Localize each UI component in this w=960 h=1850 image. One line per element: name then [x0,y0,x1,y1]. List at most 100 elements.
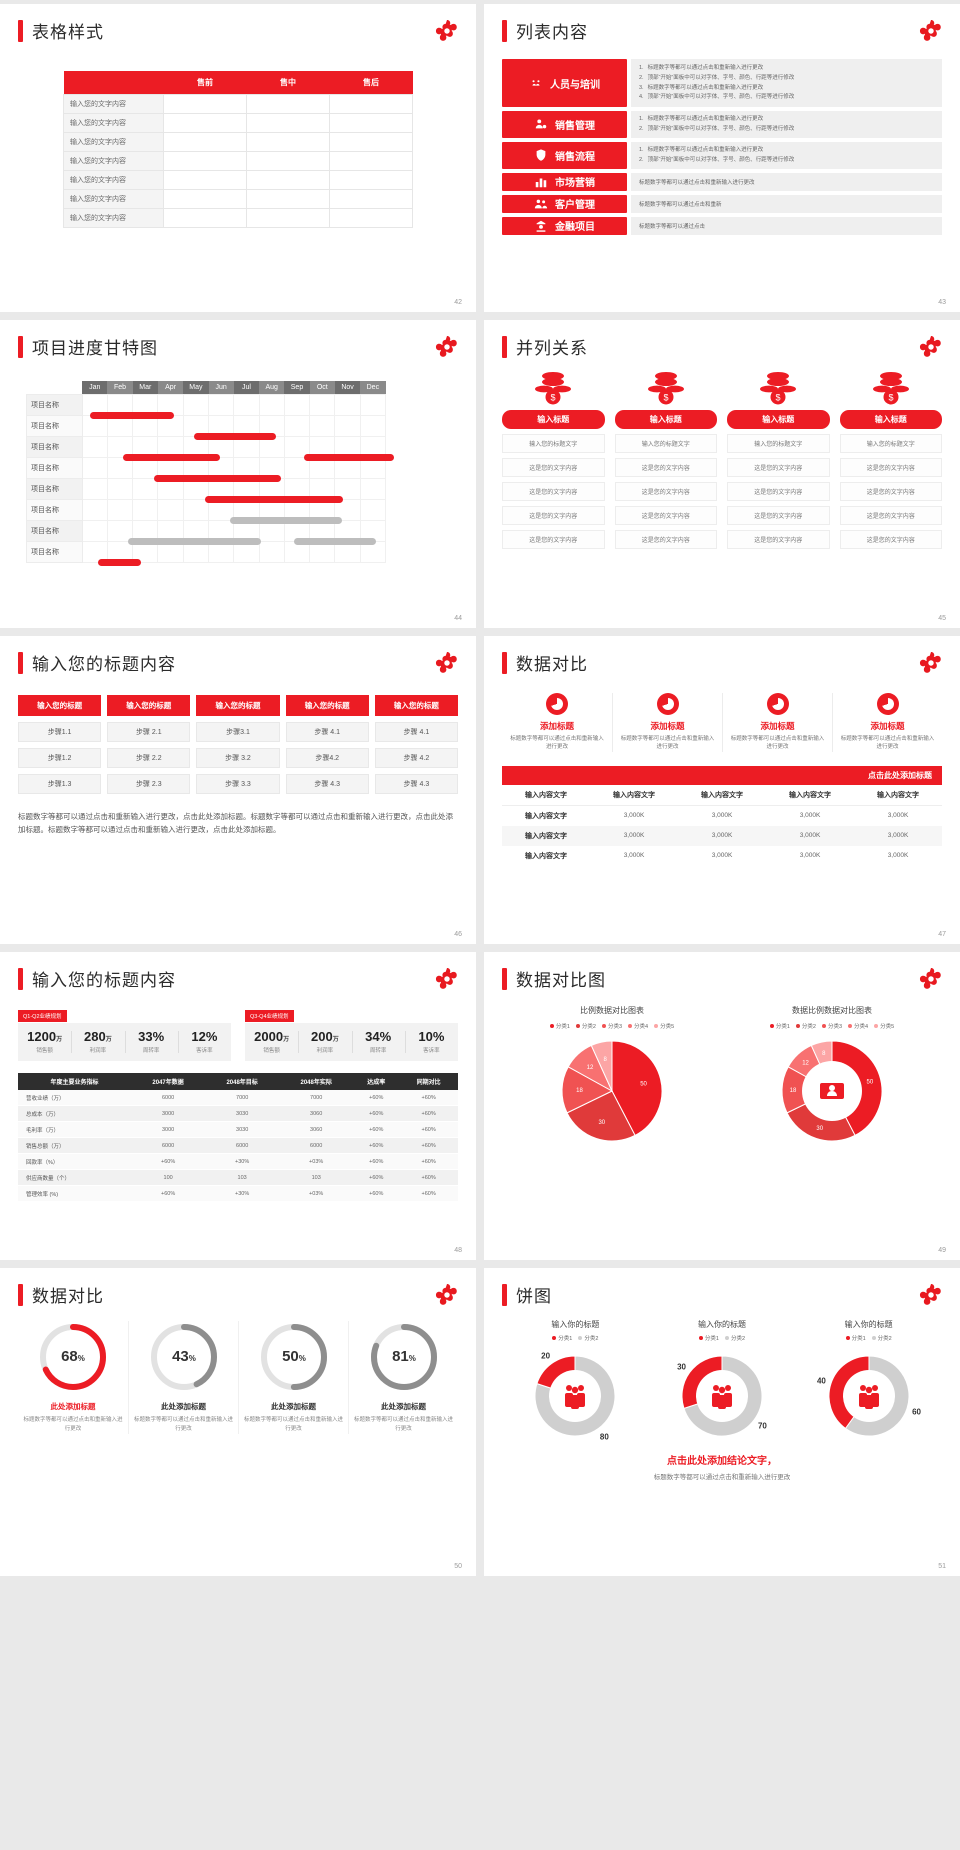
coins-icon: $ [647,372,684,405]
list-item[interactable]: 销售管理 1. 标题数字等都可以通过点击和重新输入进行更改 2. 顶部“开始”面板中可以… [502,111,942,138]
slide-48: 输入您的标题内容 Q1-Q2业绩规划 1200万 销售额 280万 利润率 33% 周转率 1… [0,952,476,1260]
legend-label: 分类4 [634,1024,649,1030]
table-header-cell: 输入内容文字 [502,784,590,806]
cell: 3000 [131,1121,206,1138]
cell: 3,000K [711,812,733,819]
column-title-button[interactable]: 输入标题 [727,410,830,429]
column-title-button[interactable]: 输入标题 [502,410,605,429]
table-header-row: 售前 售中 售后 [63,71,413,95]
column-cell[interactable]: 这是您的文字内容 [614,506,717,525]
step-cell[interactable]: 步骤 4.3 [374,774,458,794]
svg-text:50: 50 [867,1080,874,1086]
column-cell[interactable]: 这是您的文字内容 [502,506,605,525]
column-cell[interactable]: 这是您的文字内容 [614,458,717,477]
gantt-cell [106,520,134,542]
list-item-key[interactable]: 销售流程 [502,141,627,169]
kpi-row: 2000万 销售额 200万 利润率 34% 周转率 10% 客诉率 [245,1023,458,1061]
gantt-month-Feb: Feb [107,381,133,395]
page-number: 51 [938,1563,946,1570]
column-title-button[interactable]: 输入标题 [614,410,717,429]
step-cell[interactable]: 步骤 3.2 [196,748,280,768]
cell [163,189,247,209]
column-cell[interactable]: 这是您的文字内容 [839,506,942,525]
gantt-row: 项目名称 [26,415,387,437]
list-item[interactable]: 市场营销 标题数字等都可以通过点击和重新输入进行更改 [502,172,942,191]
kpi-unit: 万 [105,1037,112,1043]
list-line-number: 3. [639,84,644,91]
step-cell[interactable]: 步骤 2.2 [107,748,191,768]
step-cell[interactable]: 步骤 4.1 [374,722,458,742]
parallel-column: $ 输入标题 输入您的标题文字 这是您的文字内容 这是您的文字内容 这是您的文字内容 这是您… [727,371,830,549]
step-cell[interactable]: 步骤 3.3 [196,774,280,794]
cell: 3,000K [623,812,645,819]
list-item-key[interactable]: 销售管理 [502,111,627,138]
gantt-cell [258,541,285,563]
gantt-cell [132,457,159,479]
step-cell[interactable]: 步骤1.2 [18,748,102,768]
list-item-key[interactable]: 市场营销 [502,172,627,191]
step-cell[interactable]: 步骤 4.3 [285,774,369,794]
kpi-value: 33% [138,1029,165,1044]
column-cell[interactable]: 这是您的文字内容 [727,482,830,501]
step-column-header[interactable]: 输入您的标题 [18,695,102,716]
step-column-header[interactable]: 输入您的标题 [374,695,458,716]
chart-legend: 分类1 分类2 分类3 分类4 分类5 [549,1022,674,1030]
gantt-cell [233,436,260,458]
legend-label: 分类2 [584,1336,599,1342]
list-item[interactable]: 销售流程 1. 标题数字等都可以通过点击和重新输入进行更改 2. 顶部“开始”面板中可以… [502,141,942,169]
cell [329,189,413,209]
row-label: 总成本（万） [18,1105,132,1122]
legend-dot [871,1336,876,1340]
step-cell[interactable]: 步骤4.2 [285,748,369,768]
step-column-header[interactable]: 输入您的标题 [196,695,280,716]
column-cell[interactable]: 这是您的文字内容 [614,482,717,501]
column-title-button[interactable]: 输入标题 [839,410,942,429]
column-cell[interactable]: 输入您的标题文字 [502,434,605,453]
list-item-key[interactable]: 客户管理 [502,194,627,213]
column-cell[interactable]: 这是您的文字内容 [614,530,717,549]
step-cell[interactable]: 步骤 2.3 [107,774,191,794]
table-header-cell: 2048年目标 [205,1073,280,1090]
column-cell[interactable]: 输入您的标题文字 [727,434,830,453]
gantt-cell [309,394,336,416]
step-cell[interactable]: 步骤 2.1 [107,722,191,742]
step-cell[interactable]: 步骤3.1 [196,722,280,742]
slide-46-header: 输入您的标题内容 [18,650,458,675]
column-cell[interactable]: 输入您的标题文字 [839,434,942,453]
list-line: 1. 标题数字等都可以通过点击和重新输入进行更改 [639,147,934,154]
slide-45-header: 并列关系 [502,334,942,359]
list-item[interactable]: 金融项目 标题数字等都可以通过点击 [502,216,942,235]
svg-text:30: 30 [677,1363,686,1372]
column-cell[interactable]: 输入您的标题文字 [614,434,717,453]
step-cell[interactable]: 步骤 4.2 [374,748,458,768]
step-column-header[interactable]: 输入您的标题 [107,695,191,716]
table-header-row: 输入内容文字 输入内容文字 输入内容文字 输入内容文字 输入内容文字 [502,784,942,806]
step-cell[interactable]: 步骤 4.1 [285,722,369,742]
legend-item: 分类3 [821,1022,842,1030]
cell: +30% [205,1153,280,1170]
step-cell[interactable]: 步骤1.1 [18,722,102,742]
step-column-header[interactable]: 输入您的标题 [285,695,369,716]
list-item-key[interactable]: 金融项目 [502,216,627,235]
kpi-number: 12% [178,1029,231,1044]
column-cell[interactable]: 这是您的文字内容 [839,482,942,501]
list-item[interactable]: 客户管理 标题数字等都可以通过点击和重新 [502,194,942,213]
column-cell[interactable]: 这是您的文字内容 [839,458,942,477]
doughnut-charts: 输入你的标题 分类1 分类2 20 80 输入你的标题 分类1 分类2 30 70 输入你的标题 分类… [502,1319,942,1444]
kpi-number: 1200万 [18,1029,71,1044]
column-cell[interactable]: 这是您的文字内容 [502,482,605,501]
column-cell[interactable]: 这是您的文字内容 [727,458,830,477]
svg-text:8: 8 [603,1057,607,1063]
step-cell[interactable]: 步骤1.3 [18,774,102,794]
list-item-key[interactable]: 人员与培训 [502,59,627,107]
progress-ring: 43% [150,1324,217,1390]
column-cell[interactable]: 这是您的文字内容 [502,530,605,549]
metric-card-title: 添加标题 [870,721,905,731]
page-title: 并列关系 [516,339,588,358]
column-cell[interactable]: 这是您的文字内容 [839,530,942,549]
list-item[interactable]: 人员与培训 1. 标题数字等都可以通过点击和重新输入进行更改 2. 顶部“开始”面板中可… [502,59,942,107]
page-title: 表格样式 [32,23,104,42]
column-cell[interactable]: 这是您的文字内容 [727,506,830,525]
column-cell[interactable]: 这是您的文字内容 [727,530,830,549]
column-cell[interactable]: 这是您的文字内容 [502,458,605,477]
